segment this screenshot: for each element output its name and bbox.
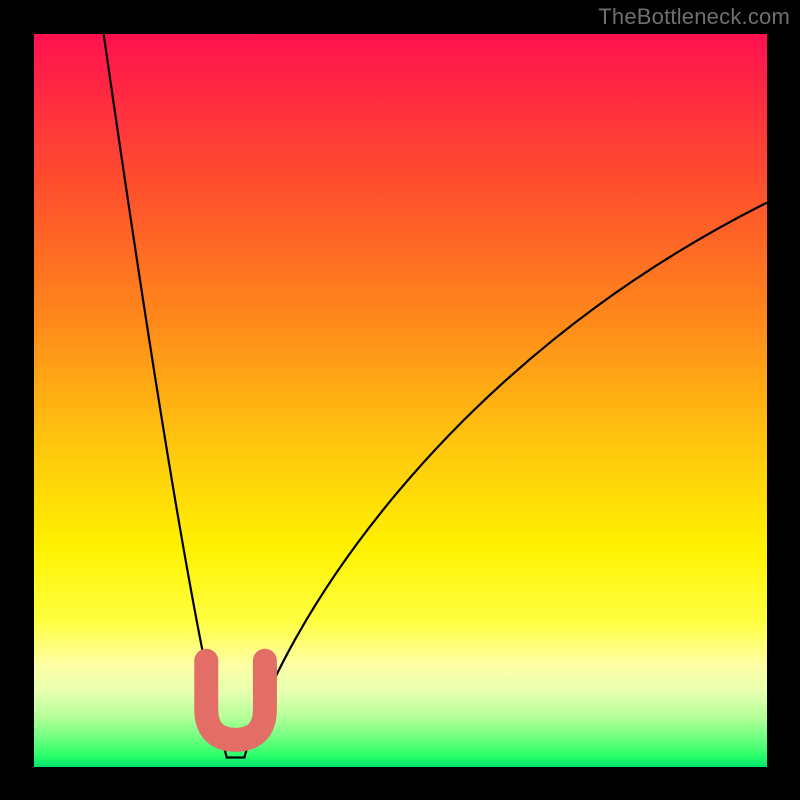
bottleneck-chart	[0, 0, 800, 800]
watermark-text: TheBottleneck.com	[598, 4, 790, 30]
figure-root: TheBottleneck.com	[0, 0, 800, 800]
plot-background	[34, 34, 767, 767]
